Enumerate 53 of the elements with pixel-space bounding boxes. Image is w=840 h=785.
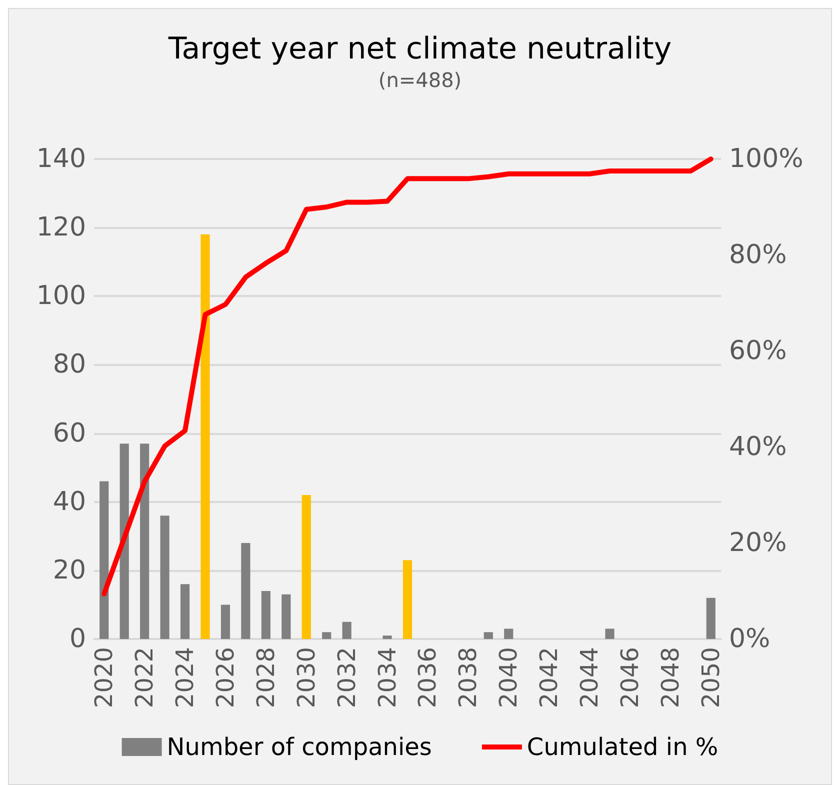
y2-tick-label: 40% [729, 432, 787, 462]
bar [504, 628, 514, 639]
x-tick-label: 2048 [656, 647, 684, 708]
bar [706, 598, 716, 639]
legend-label: Number of companies [166, 733, 432, 761]
x-tick-label: 2036 [414, 647, 442, 708]
bar [160, 516, 170, 639]
y2-tick-label: 60% [729, 336, 787, 366]
y-tick-label: 120 [36, 212, 86, 243]
x-tick-label: 2032 [332, 647, 361, 708]
bar [322, 632, 332, 639]
y2-tick-label: 20% [729, 528, 787, 558]
x-tick-label: 2030 [292, 647, 320, 708]
bar [180, 584, 190, 639]
y-tick-label: 0 [69, 624, 86, 654]
y2-tick-label: 80% [729, 240, 787, 270]
x-tick-label: 2024 [171, 647, 200, 708]
y2-tick-label: 100% [729, 144, 804, 174]
x-tick-label: 2050 [696, 647, 725, 708]
legend-label: Cumulated in % [526, 733, 718, 761]
y-tick-label: 40 [52, 486, 86, 517]
bar [100, 481, 109, 639]
bar [382, 636, 392, 639]
bar [220, 604, 230, 639]
bar [282, 594, 291, 639]
y2-tick-label: 0% [729, 624, 770, 654]
y-tick-label: 80 [52, 350, 86, 380]
chart-title: Target year net climate neutrality [167, 32, 672, 66]
bar [241, 543, 250, 639]
x-tick-label: 2022 [130, 647, 159, 708]
x-tick-label: 2034 [373, 647, 402, 708]
y-tick-label: 100 [36, 281, 86, 312]
bar [200, 234, 210, 639]
x-tick-label: 2040 [494, 647, 523, 708]
y-tick-label: 60 [52, 418, 86, 448]
bar [605, 628, 614, 639]
bar [484, 632, 493, 639]
bar [402, 560, 412, 639]
x-tick-label: 2042 [535, 647, 564, 708]
y-tick-label: 20 [52, 555, 86, 586]
bar [261, 591, 270, 639]
y-tick-label: 140 [36, 144, 86, 174]
x-tick-label: 2026 [211, 647, 240, 708]
x-tick-label: 2038 [454, 647, 482, 708]
bar [140, 444, 150, 639]
x-tick-label: 2044 [576, 647, 604, 708]
bar [302, 495, 311, 639]
x-tick-label: 2028 [252, 647, 280, 708]
x-tick-label: 2020 [90, 647, 118, 708]
bar [342, 622, 352, 639]
chart-subtitle: (n=488) [378, 68, 462, 92]
bar [120, 444, 129, 639]
x-tick-label: 2046 [616, 647, 644, 708]
